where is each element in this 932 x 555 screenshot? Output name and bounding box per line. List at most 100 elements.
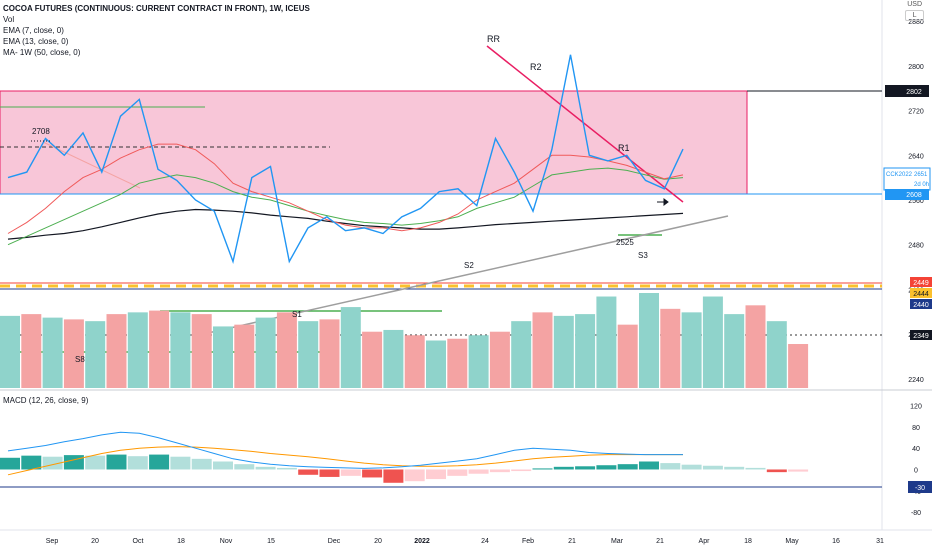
volume-bar xyxy=(21,314,42,388)
label-s2: S2 xyxy=(464,261,474,270)
macd-histogram-bar xyxy=(660,463,681,470)
price-axis-panel[interactable] xyxy=(882,0,932,530)
chart-legend: COCOA FUTURES (CONTINUOUS: CURRENT CONTR… xyxy=(3,3,310,58)
time-tick-label: 24 xyxy=(481,538,489,545)
volume-bar xyxy=(426,340,446,388)
volume-bar xyxy=(724,314,745,388)
badge-2608[interactable]: 2608 xyxy=(885,189,929,200)
time-tick-label: 21 xyxy=(656,538,664,545)
macd-histogram-bar xyxy=(362,469,383,478)
legend-vol[interactable]: Vol xyxy=(3,15,15,24)
macd-tick-label: 120 xyxy=(910,404,922,411)
macd-signal-line[interactable] xyxy=(7,446,683,476)
svg-text:-30: -30 xyxy=(915,485,925,492)
volume-bar xyxy=(191,314,212,388)
countdown: 2d 0h xyxy=(914,182,929,188)
badge-2802[interactable]: 2802 xyxy=(885,85,929,97)
time-tick-label: 15 xyxy=(267,538,275,545)
macd-histogram-bar xyxy=(0,457,20,470)
price-tick-label: 2720 xyxy=(908,109,924,116)
time-tick-label: 21 xyxy=(568,538,576,545)
macd-histogram-bar xyxy=(575,466,596,470)
symbol-title[interactable]: COCOA FUTURES (CONTINUOUS: CURRENT CONTR… xyxy=(3,4,310,13)
price-tick-label: 2240 xyxy=(908,377,924,384)
ma50-line[interactable] xyxy=(7,208,684,240)
badge-2444[interactable]: 2444 xyxy=(910,288,932,298)
macd-histogram-bar xyxy=(85,455,106,470)
time-tick-label: May xyxy=(785,538,799,545)
time-tick-label: 31 xyxy=(876,538,884,545)
macd-histogram-bar xyxy=(639,461,659,470)
volume-bar xyxy=(276,312,297,388)
macd-histogram-bar xyxy=(702,465,723,470)
legend-ema13[interactable]: EMA (13, close, 0) xyxy=(3,37,69,46)
macd-histogram-bar xyxy=(532,468,553,470)
macd-histogram-bar xyxy=(213,461,233,470)
badge-macd-level[interactable]: -30 xyxy=(908,481,932,493)
volume-bar xyxy=(745,305,766,388)
time-tick-label: Apr xyxy=(699,538,711,545)
label-2525: 2525 xyxy=(616,238,634,247)
macd-histogram-bar xyxy=(617,464,638,470)
volume-bar xyxy=(511,321,532,388)
macd-histogram-bar xyxy=(766,469,787,473)
macd-histogram-bar xyxy=(468,469,489,474)
badge-2449[interactable]: 2449 xyxy=(910,277,932,287)
legend-ma[interactable]: MA- 1W (50, close, 0) xyxy=(3,48,81,57)
badge-2349[interactable]: 2349 xyxy=(910,330,932,340)
arrow-icon xyxy=(657,198,669,206)
time-tick-label: 18 xyxy=(177,538,185,545)
badge-current-price[interactable]: CCK2022 2651 2d 0h xyxy=(883,167,931,191)
macd-histogram-bar xyxy=(596,465,617,470)
macd-line[interactable] xyxy=(7,431,683,469)
label-s8: S8 xyxy=(75,355,85,364)
volume-bar xyxy=(575,314,596,388)
macd-histogram-bar xyxy=(191,458,212,470)
volume-bar xyxy=(85,321,106,388)
time-tick-label: Mar xyxy=(611,538,624,545)
time-tick-label: 20 xyxy=(91,538,99,545)
volume-bar xyxy=(255,317,276,388)
ema7-line[interactable] xyxy=(7,143,684,234)
label-2708: 2708 xyxy=(32,127,50,136)
svg-text:2440: 2440 xyxy=(913,302,929,309)
macd-histogram-bar xyxy=(788,469,809,472)
volume-bar xyxy=(660,308,681,388)
price-tick-label: 2480 xyxy=(908,243,924,250)
volume-bar xyxy=(639,293,659,388)
macd-histogram-bar xyxy=(106,454,127,470)
currency-label[interactable]: USD xyxy=(907,1,922,8)
volume-bar xyxy=(404,335,425,388)
trendline-pink[interactable] xyxy=(42,141,141,189)
macd-histogram-bar xyxy=(170,456,191,470)
macd-histogram-bar xyxy=(340,469,361,476)
badge-2440[interactable]: 2440 xyxy=(910,299,932,309)
legend-macd[interactable]: MACD (12, 26, close, 9) xyxy=(3,396,89,405)
time-tick-label: 16 xyxy=(832,538,840,545)
volume-bar xyxy=(788,344,809,388)
label-s3: S3 xyxy=(638,251,648,260)
volume-bar xyxy=(234,324,255,388)
price-tick-label: 2640 xyxy=(908,153,924,160)
macd-histogram-bar xyxy=(553,466,574,470)
macd-histogram-bar xyxy=(21,455,42,470)
price-line[interactable] xyxy=(7,54,684,264)
volume-bar xyxy=(532,312,553,388)
macd-histogram-bar xyxy=(149,454,170,470)
volume-bar xyxy=(213,326,233,388)
volume-bar xyxy=(468,335,489,388)
volume-bar xyxy=(383,329,404,388)
log-scale-toggle[interactable]: L xyxy=(905,10,924,21)
volume-bar xyxy=(553,315,574,388)
volume-bar xyxy=(596,296,617,388)
macd-histogram-bar xyxy=(724,466,745,470)
ema13-line[interactable] xyxy=(7,167,684,246)
legend-ema7[interactable]: EMA (7, close, 0) xyxy=(3,26,64,35)
volume-bar xyxy=(42,317,63,388)
time-tick-label: 2022 xyxy=(414,538,430,545)
price-tick-label: 2800 xyxy=(908,64,924,71)
resistance-zone[interactable] xyxy=(0,90,748,195)
svg-text:2802: 2802 xyxy=(906,89,922,96)
